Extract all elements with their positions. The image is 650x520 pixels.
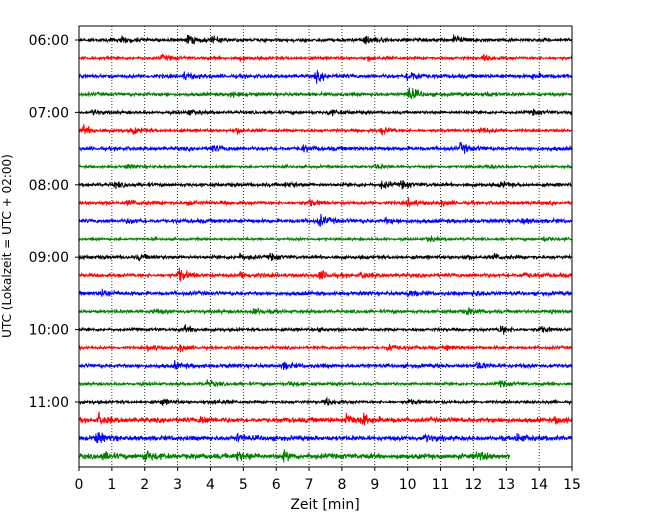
x-tick-label: 7 xyxy=(305,477,314,493)
x-tick-label: 6 xyxy=(272,477,281,493)
x-axis-ticks: 0 1 2 3 4 5 6 7 8 9 10 11 12 13 14 15 xyxy=(75,467,581,493)
y-tick-label: 10:00 xyxy=(29,323,69,339)
x-tick-label: 2 xyxy=(140,477,149,493)
x-tick-label: 1 xyxy=(107,477,116,493)
x-axis-label: Zeit [min] xyxy=(290,497,359,513)
seismic-trace xyxy=(78,252,573,262)
x-tick-label: 4 xyxy=(206,477,215,493)
x-tick-label: 12 xyxy=(464,477,482,493)
x-tick-label: 15 xyxy=(563,477,581,493)
y-tick-label: 08:00 xyxy=(29,178,69,194)
x-tick-label: 13 xyxy=(497,477,515,493)
y-axis-ticks: 06:00 07:00 08:00 09:00 10:00 11:00 xyxy=(29,33,79,411)
seismic-trace xyxy=(78,162,573,170)
seismic-trace xyxy=(78,34,573,45)
seismic-traces xyxy=(78,34,573,463)
y-tick-label: 06:00 xyxy=(29,33,69,49)
x-tick-label: 8 xyxy=(337,477,346,493)
seismic-trace xyxy=(78,288,573,298)
x-tick-label: 10 xyxy=(399,477,417,493)
seismic-trace xyxy=(78,267,573,282)
y-tick-label: 11:00 xyxy=(29,395,69,411)
seismic-trace xyxy=(78,124,573,136)
seismic-trace xyxy=(78,396,573,407)
x-tick-label: 0 xyxy=(75,477,84,493)
seismic-trace xyxy=(78,324,573,335)
y-tick-label: 07:00 xyxy=(29,105,69,121)
x-tick-label: 11 xyxy=(432,477,450,493)
seismic-trace xyxy=(78,235,573,243)
seismic-trace xyxy=(78,379,573,388)
seismic-trace xyxy=(78,87,573,100)
seismic-trace xyxy=(78,142,573,154)
x-tick-label: 9 xyxy=(370,477,379,493)
seismic-trace xyxy=(78,343,573,353)
seismic-trace xyxy=(78,108,573,117)
seismic-trace xyxy=(78,449,511,463)
seismic-trace xyxy=(78,432,573,444)
y-axis-label: UTC (Lokalzeit = UTC + 02:00) xyxy=(0,154,14,338)
x-tick-label: 3 xyxy=(173,477,182,493)
seismic-trace xyxy=(78,307,573,316)
seismic-trace xyxy=(78,410,573,426)
seismic-trace xyxy=(78,360,573,371)
seismic-trace xyxy=(78,197,573,208)
seismic-trace xyxy=(78,53,573,63)
x-tick-label: 5 xyxy=(239,477,248,493)
seismic-trace xyxy=(78,180,573,190)
seismic-trace xyxy=(78,213,573,227)
x-tick-label: 14 xyxy=(530,477,548,493)
plot-frame xyxy=(78,25,573,468)
y-tick-label: 09:00 xyxy=(29,250,69,266)
seismic-trace xyxy=(78,70,573,84)
